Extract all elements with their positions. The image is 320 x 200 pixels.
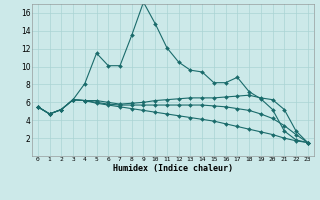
X-axis label: Humidex (Indice chaleur): Humidex (Indice chaleur) — [113, 164, 233, 173]
